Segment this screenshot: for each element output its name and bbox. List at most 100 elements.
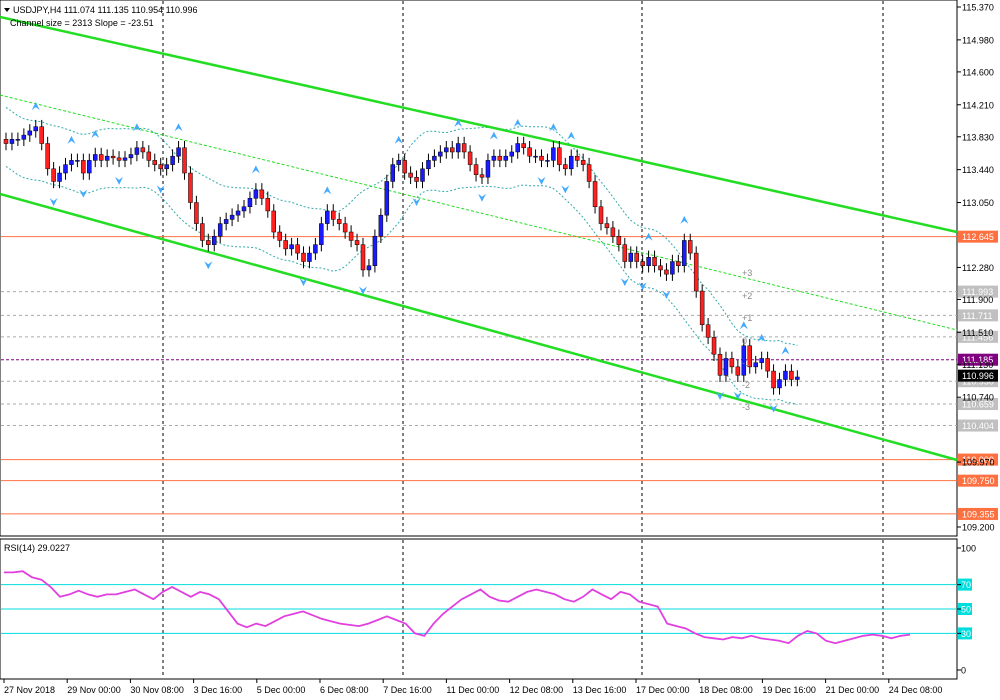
time-tick-label: 27 Nov 2018: [4, 685, 55, 695]
candle-bear: [557, 147, 562, 165]
time-tick-label: 18 Dec 08:00: [699, 685, 753, 695]
rsi-line: [4, 570, 911, 645]
candle-bull: [670, 261, 675, 275]
time-tick-label: 24 Dec 08:00: [889, 685, 943, 695]
candle-bull: [104, 155, 110, 161]
fractal-down-marker: [733, 391, 742, 400]
level-label: 110.000: [962, 455, 994, 465]
fractal-up-marker: [680, 215, 689, 224]
time-tick-label: 3 Dec 16:00: [194, 685, 243, 695]
candle-bull: [795, 376, 800, 380]
candle-bull: [723, 358, 729, 376]
candle-bull: [682, 240, 687, 266]
candle-bull: [646, 257, 651, 266]
candle-bull: [212, 235, 217, 245]
candle-bull: [15, 139, 21, 141]
candle-bear: [140, 147, 146, 153]
rsi-level-box: [958, 627, 972, 640]
candle-bear: [81, 160, 86, 174]
candle-bull: [444, 147, 449, 153]
fractal-up-marker: [757, 333, 766, 342]
candle-bull: [223, 219, 229, 224]
level-label-box: [958, 453, 998, 466]
candle-bull: [491, 155, 497, 161]
candle-bear: [360, 244, 366, 271]
channel-header: Channel size = 2313 Slope = -23.51: [10, 18, 154, 28]
candle-bull: [455, 143, 461, 153]
candle-bull: [515, 143, 520, 153]
candle-bear: [676, 261, 681, 266]
time-tick-label: 12 Dec 08:00: [510, 685, 564, 695]
fractal-down-marker: [716, 391, 724, 400]
candle-bear: [110, 155, 116, 159]
candle-bear: [711, 337, 717, 355]
time-tick-label: 29 Nov 00:00: [67, 685, 121, 695]
candle-bear: [295, 244, 300, 254]
candle-bull: [390, 164, 395, 182]
candle-bear: [699, 290, 705, 325]
fractal-down-marker: [299, 278, 308, 287]
candle-bull: [122, 157, 128, 161]
price-tick-label: 111.130: [962, 360, 993, 370]
candle-bull: [9, 139, 15, 144]
time-tick-label: 6 Dec 08:00: [320, 685, 369, 695]
candle-bear: [747, 345, 752, 368]
candle-bull: [628, 252, 633, 262]
candle-bear: [98, 154, 104, 161]
candle-bear: [200, 223, 205, 241]
candle-bear: [604, 223, 610, 229]
candle-bull: [229, 214, 235, 220]
candle-bull: [27, 130, 33, 136]
candle-bear: [634, 252, 639, 262]
price-axis: 112.645 111.993 111.711 111.456 111.185 110.9…: [957, 3, 998, 533]
candle-bull: [253, 189, 259, 199]
rsi-tick-label: 100: [961, 544, 976, 554]
candle-bear: [408, 172, 413, 178]
time-tick-label: 7 Dec 16:00: [383, 685, 432, 695]
fractal-markers: [31, 102, 790, 413]
candle-bull: [396, 160, 401, 165]
level-label-box: [958, 309, 998, 322]
candle-bear: [402, 160, 407, 174]
rsi-axis: 100 70 50 30 0: [957, 544, 976, 676]
candle-bull: [545, 160, 550, 162]
price-tick-label: 111.510: [962, 328, 993, 338]
fractal-down-marker: [359, 286, 367, 295]
candle-bull: [426, 160, 431, 170]
rsi-tick-label: 30: [961, 629, 971, 639]
fractal-down-marker: [156, 185, 165, 194]
candle-bull: [753, 362, 758, 368]
level-label-box: [958, 507, 998, 520]
candle-bear: [194, 202, 199, 224]
fractal-up-marker: [644, 232, 653, 241]
price-tick-label: 114.210: [962, 100, 994, 110]
candle-bear: [688, 240, 693, 254]
candle-bear: [152, 160, 157, 165]
rsi-series: [1, 570, 957, 645]
dropdown-triangle-icon[interactable]: [4, 8, 10, 12]
fractal-up-marker: [67, 135, 76, 144]
price-tick-label: 111.900: [962, 295, 993, 305]
level-label: 111.185: [962, 355, 993, 365]
candle-bear: [789, 370, 794, 380]
candle-bull: [69, 160, 74, 165]
fractal-down-marker: [79, 189, 88, 198]
candle-bear: [586, 164, 592, 182]
candle-bear: [461, 143, 467, 153]
candle-bull: [307, 252, 312, 262]
candle-bear: [765, 358, 770, 372]
time-tick-label: 30 Nov 08:00: [130, 685, 184, 695]
candle-bear: [574, 155, 580, 161]
candle-bear: [622, 244, 628, 262]
candle-bear: [479, 174, 485, 178]
candle-bear: [598, 206, 604, 224]
candle-bear: [354, 240, 360, 245]
candle-bear: [158, 164, 163, 170]
time-tick-label: 19 Dec 16:00: [762, 685, 816, 695]
rsi-level-box: [958, 578, 972, 591]
level-label: 111.456: [962, 332, 993, 342]
level-label: 111.993: [962, 287, 993, 297]
candle-bear: [717, 353, 723, 376]
level-label: 110.659: [962, 400, 994, 410]
